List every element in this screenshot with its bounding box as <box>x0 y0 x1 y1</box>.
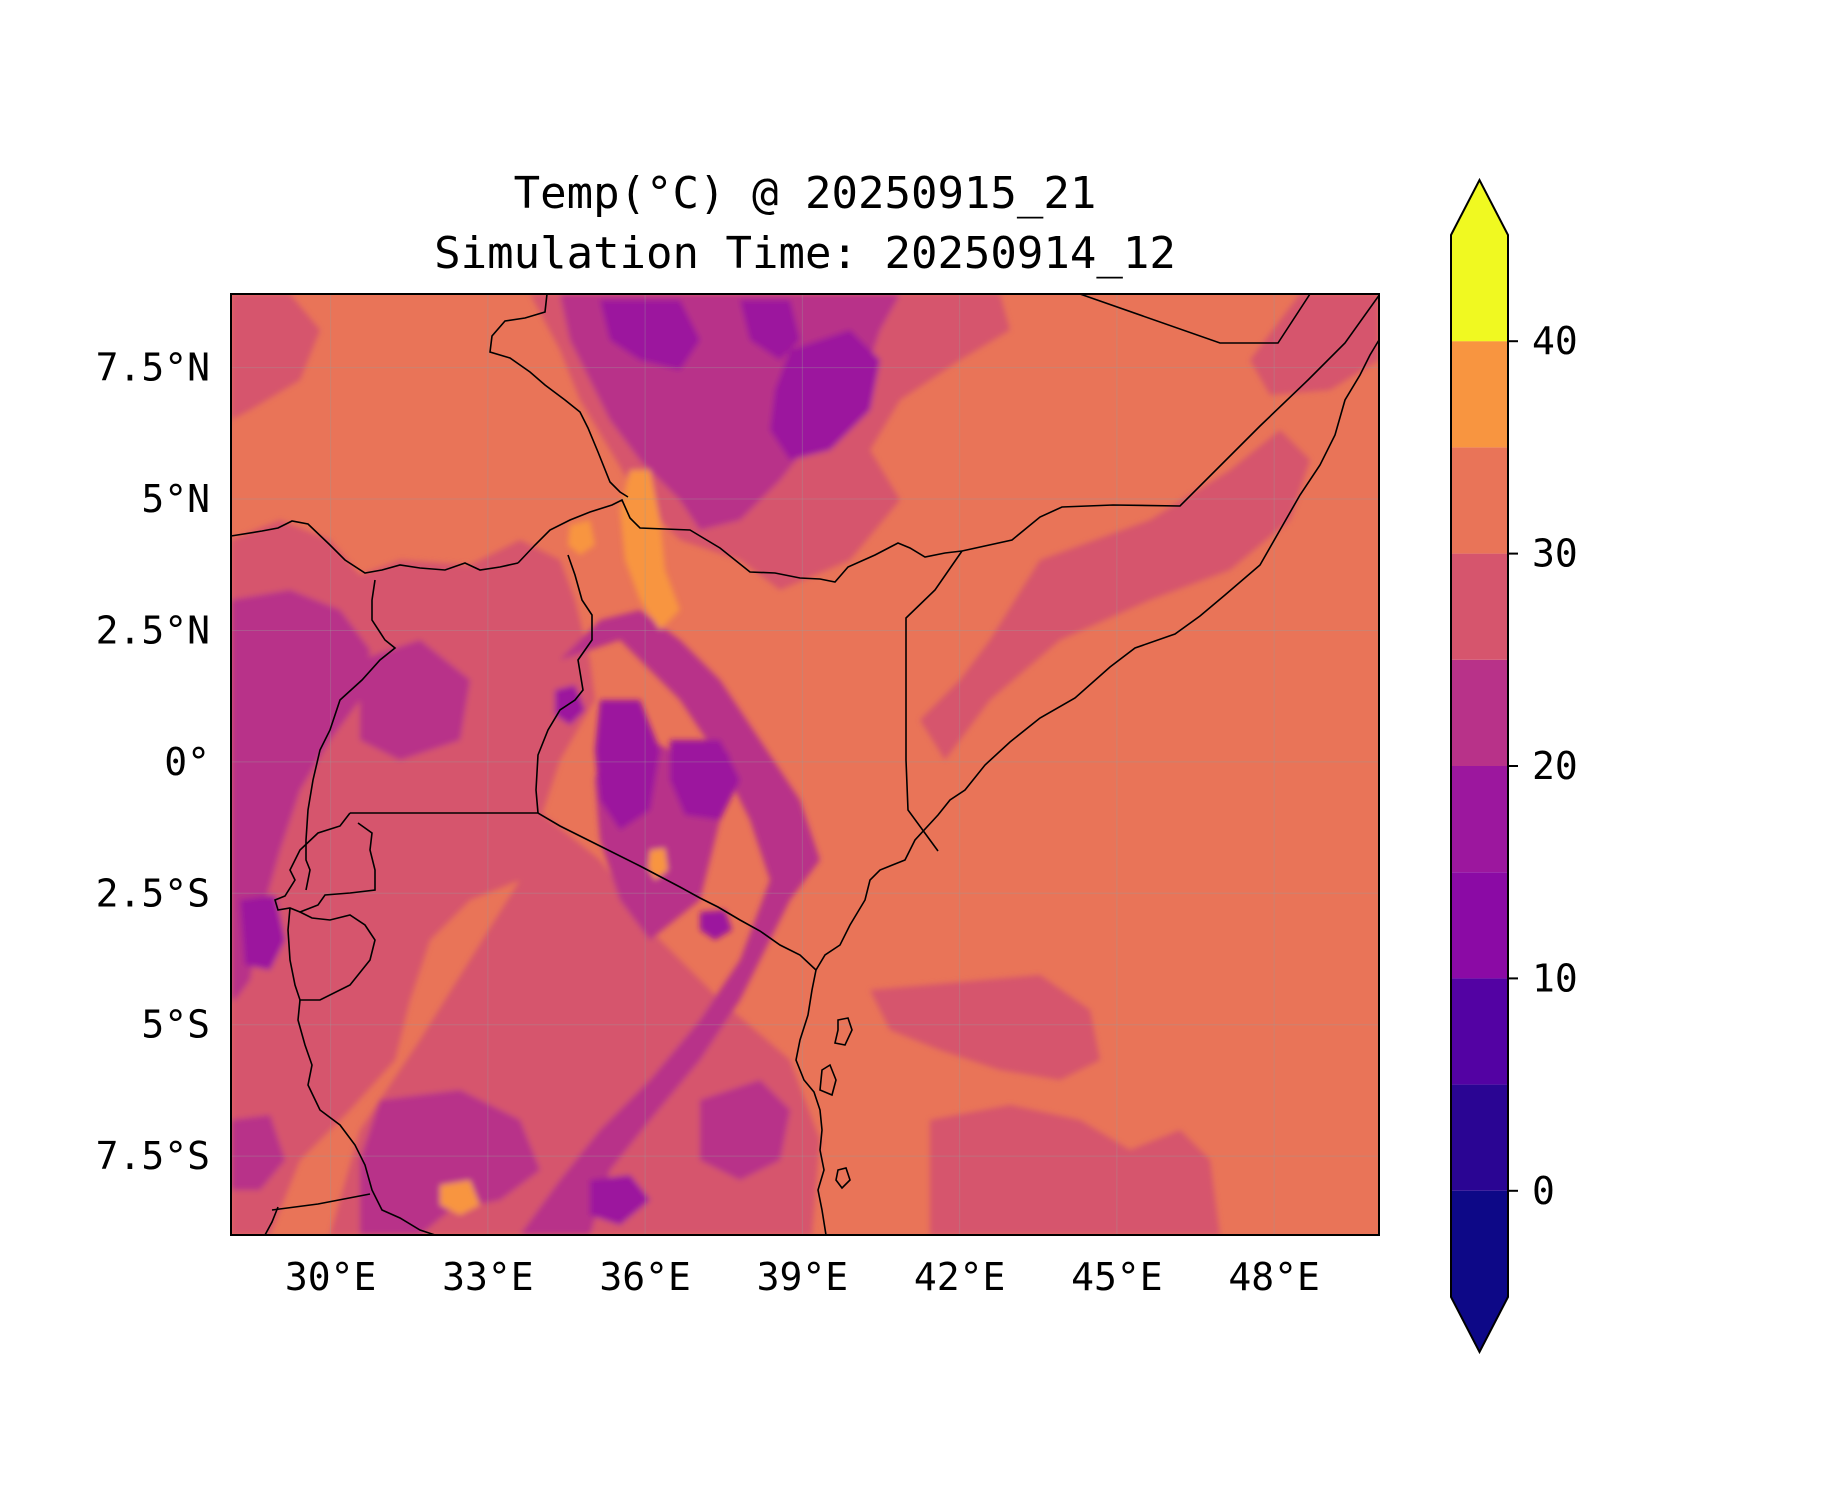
colorbar-tick-label: 20 <box>1532 744 1578 788</box>
sudan-border <box>489 294 629 498</box>
zambia-border-fragment <box>264 1206 279 1235</box>
x-tick-label: 48°E <box>1228 1255 1320 1299</box>
x-tick-label: 36°E <box>599 1255 691 1299</box>
somaliland-border <box>1079 294 1311 344</box>
colorbar-segment <box>1451 341 1508 448</box>
x-tick-label: 39°E <box>757 1255 849 1299</box>
colorbar-tick-label: 30 <box>1532 532 1578 576</box>
cold-temperature-region <box>595 700 660 830</box>
south-sudan-uganda-border <box>231 520 519 574</box>
y-tick-label: 2.5°N <box>96 608 210 652</box>
hot-temperature-region <box>568 520 595 555</box>
cold-temperature-region <box>700 910 732 940</box>
colorbar-segment <box>1451 235 1508 342</box>
x-tick-label: 45°E <box>1071 1255 1163 1299</box>
colorbar-segment <box>1451 1190 1508 1297</box>
cool-temperature-region <box>231 1115 285 1190</box>
cool-temperature-region <box>700 1080 790 1180</box>
colorbar: 0 10 20 30 40 <box>1450 177 1578 1355</box>
y-tick-label: 7.5°S <box>96 1134 210 1178</box>
colorbar-max-extension <box>1451 180 1508 235</box>
cool-temperature-region <box>360 640 470 760</box>
map-frame <box>230 293 1380 1236</box>
cool-temperature-region <box>520 610 820 1235</box>
kenya-somalia-border <box>905 550 963 852</box>
cold-temperature-region <box>740 300 800 360</box>
y-tick-label: 7.5°N <box>96 346 210 390</box>
colorbar-min-extension <box>1451 1297 1508 1352</box>
mild-temperature-region <box>231 294 320 420</box>
latitude-ticks: 7.5°N 5°N 2.5°N 0° 2.5°S 5°S 7.5°S <box>96 346 210 1179</box>
colorbar-segment <box>1451 978 1508 1085</box>
x-tick-label: 30°E <box>285 1255 377 1299</box>
lake-victoria-south-border <box>350 812 817 971</box>
colorbar-tick-label: 0 <box>1532 1169 1555 1213</box>
cold-temperature-region <box>555 685 585 725</box>
colorbar-segment <box>1451 872 1508 979</box>
map-title-line2: Simulation Time: 20250914_12 <box>434 228 1176 279</box>
lake-tanganyika-shore <box>297 999 436 1235</box>
colorbar-segment <box>1451 659 1508 766</box>
colorbar-outline <box>1450 177 1509 1355</box>
map-title-line1: Temp(°C) @ 20250915_21 <box>514 168 1097 219</box>
y-tick-label: 2.5°S <box>96 871 210 915</box>
mild-temperature-region <box>1250 294 1379 395</box>
colorbar-segment <box>1451 447 1508 554</box>
mild-temperature-region <box>920 430 1310 760</box>
colorbar-segment <box>1451 553 1508 660</box>
colorbar-tick-label: 10 <box>1532 956 1578 1000</box>
mild-temperature-region <box>870 975 1100 1080</box>
kenya-tanzania-coast <box>795 969 827 1235</box>
colorbar-tick-label: 40 <box>1532 319 1578 363</box>
ethiopia-somalia-border <box>961 294 1379 552</box>
graticule <box>231 294 1379 1235</box>
hot-temperature-region <box>440 1180 480 1215</box>
colorbar-segment <box>1451 1084 1508 1191</box>
mafia-island <box>819 1063 837 1097</box>
y-tick-label: 5°N <box>141 477 210 521</box>
cold-temperature-region <box>703 752 734 785</box>
cool-temperature-region <box>360 1090 540 1235</box>
x-tick-label: 42°E <box>914 1255 1006 1299</box>
cold-temperature-region <box>590 1175 650 1225</box>
longitude-ticks: 30°E 33°E 36°E 39°E 42°E 45°E 48°E <box>285 1255 1320 1299</box>
zanzibar-island <box>834 1017 853 1046</box>
east-africa-coastline <box>815 339 1379 971</box>
country-borders <box>231 294 1379 1235</box>
uganda-kenya-border <box>535 554 593 814</box>
map-panel <box>231 294 1379 1235</box>
ethiopia-kenya-border <box>517 498 963 583</box>
cold-temperature-region <box>770 330 880 460</box>
y-tick-label: 0° <box>164 740 210 784</box>
x-tick-label: 33°E <box>442 1255 534 1299</box>
cold-temperature-region <box>240 895 285 970</box>
uganda-drc-border <box>305 579 397 891</box>
y-tick-label: 5°S <box>141 1003 210 1047</box>
tanzania-west-border <box>287 907 376 1001</box>
cold-temperature-region <box>600 300 700 370</box>
pemba-island <box>835 1167 851 1190</box>
zambia-malawi-border <box>271 1193 371 1211</box>
mild-temperature-region <box>930 1105 1220 1235</box>
hot-temperature-region <box>620 470 680 630</box>
colorbar-segment <box>1451 766 1508 873</box>
temperature-field <box>231 294 1379 1235</box>
